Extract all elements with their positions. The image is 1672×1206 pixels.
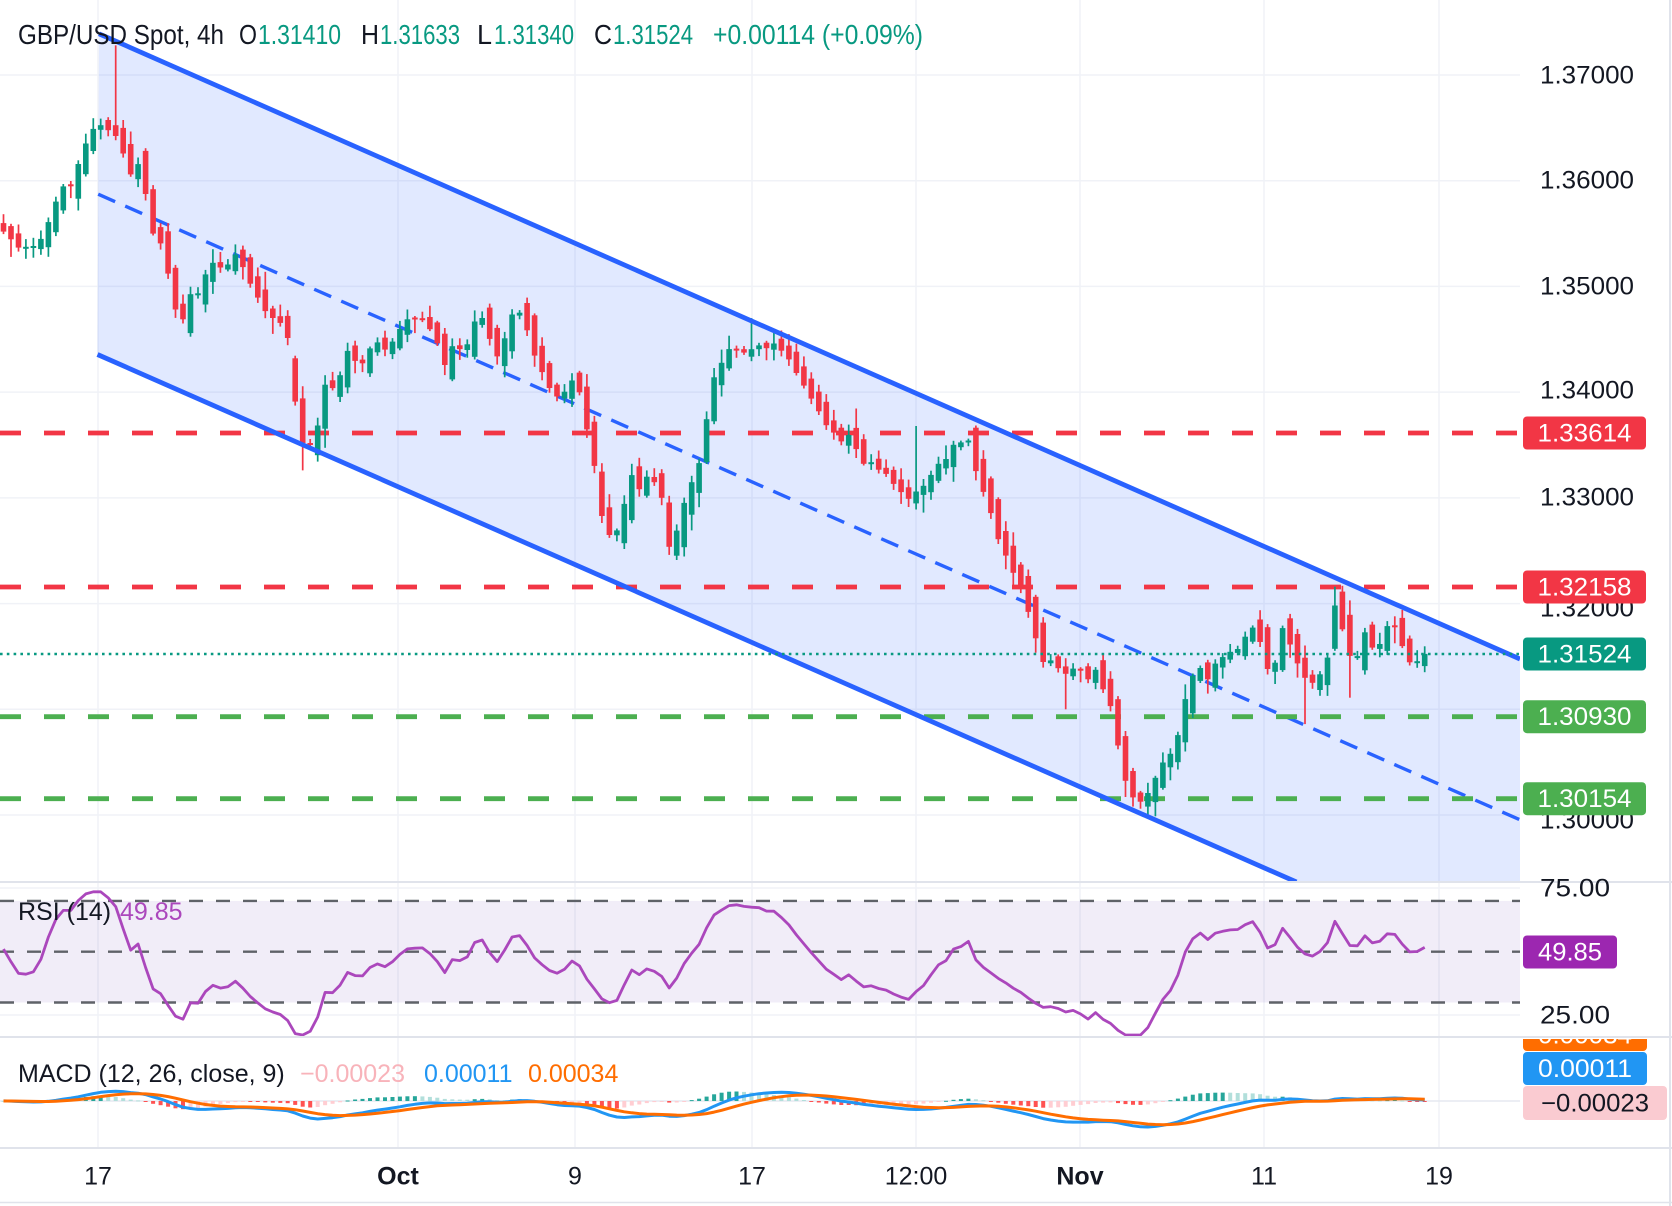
svg-text:−0.00023: −0.00023 — [300, 1060, 405, 1088]
svg-text:1.33614: 1.33614 — [1538, 420, 1632, 448]
svg-text:1.31340: 1.31340 — [494, 19, 574, 50]
svg-text:C: C — [594, 19, 612, 50]
svg-text:0.00034: 0.00034 — [1538, 1022, 1632, 1050]
svg-text:RSI (14): RSI (14) — [18, 898, 111, 926]
svg-text:1.36000: 1.36000 — [1540, 167, 1634, 195]
svg-text:−0.00023: −0.00023 — [1541, 1090, 1649, 1118]
svg-text:1.32158: 1.32158 — [1538, 574, 1632, 602]
svg-text:1.30930: 1.30930 — [1538, 703, 1632, 731]
svg-text:19: 19 — [1425, 1163, 1453, 1191]
svg-text:25.00: 25.00 — [1540, 1002, 1610, 1030]
svg-text:MACD (12, 26, close, 9): MACD (12, 26, close, 9) — [18, 1060, 285, 1088]
svg-text:1.35000: 1.35000 — [1540, 273, 1634, 301]
svg-text:0.00011: 0.00011 — [1538, 1055, 1632, 1083]
svg-text:+0.00114 (+0.09%): +0.00114 (+0.09%) — [713, 19, 923, 50]
svg-text:17: 17 — [84, 1163, 112, 1191]
svg-text:17: 17 — [738, 1163, 766, 1191]
svg-text:12:00: 12:00 — [885, 1163, 948, 1191]
svg-text:GBP/USD Spot, 4h: GBP/USD Spot, 4h — [18, 19, 224, 50]
svg-text:49.85: 49.85 — [120, 898, 183, 926]
svg-text:1.31410: 1.31410 — [258, 19, 341, 50]
svg-text:1.31633: 1.31633 — [380, 19, 460, 50]
svg-text:Oct: Oct — [377, 1163, 419, 1191]
svg-text:1.37000: 1.37000 — [1540, 62, 1634, 90]
svg-text:0.00011: 0.00011 — [424, 1060, 513, 1088]
svg-text:1.34000: 1.34000 — [1540, 377, 1634, 405]
svg-text:9: 9 — [568, 1163, 582, 1191]
svg-text:L: L — [477, 19, 492, 50]
svg-text:75.00: 75.00 — [1540, 875, 1610, 903]
svg-text:1.30154: 1.30154 — [1538, 785, 1632, 813]
svg-text:O: O — [239, 19, 257, 50]
svg-text:H: H — [361, 19, 379, 50]
svg-text:1.31524: 1.31524 — [613, 19, 693, 50]
svg-text:1.33000: 1.33000 — [1540, 484, 1634, 512]
svg-text:Nov: Nov — [1056, 1163, 1103, 1191]
svg-text:11: 11 — [1251, 1163, 1277, 1191]
svg-text:1.31524: 1.31524 — [1538, 641, 1632, 669]
svg-text:0.00034: 0.00034 — [528, 1060, 618, 1088]
svg-text:49.85: 49.85 — [1538, 939, 1602, 967]
